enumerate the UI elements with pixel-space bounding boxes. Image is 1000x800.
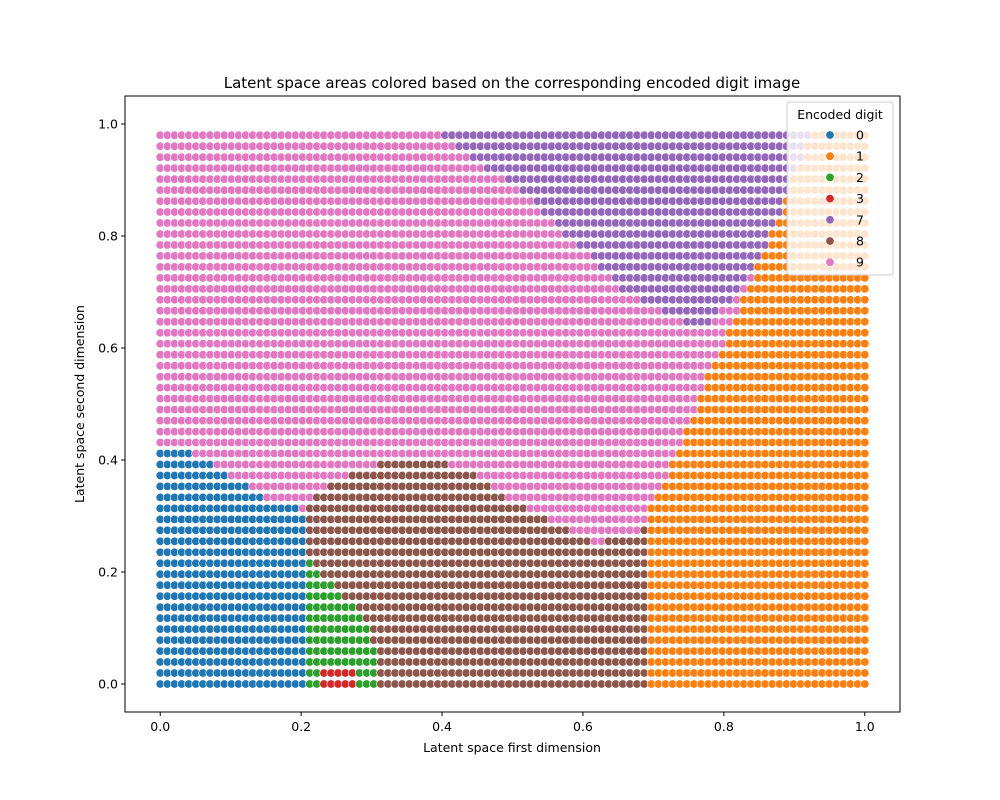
- scatter-point-1: [860, 679, 870, 689]
- scatter-point-1: [860, 470, 870, 480]
- scatter-point-1: [860, 448, 870, 458]
- scatter-point-1: [860, 613, 870, 623]
- scatter-point-1: [860, 405, 870, 415]
- scatter-point-1: [860, 427, 870, 437]
- scatter-point-1: [860, 284, 870, 294]
- scatter-point-1: [860, 569, 870, 579]
- scatter-point-1: [860, 306, 870, 316]
- scatter-point-1: [860, 591, 870, 601]
- scatter-point-1: [860, 383, 870, 393]
- scatter-point-1: [860, 459, 870, 469]
- scatter-point-1: [860, 295, 870, 305]
- chart-title: Latent space areas colored based on the …: [224, 74, 800, 92]
- scatter-point-1: [860, 580, 870, 590]
- scatter-point-1: [860, 657, 870, 667]
- scatter-point-1: [860, 646, 870, 656]
- scatter-points: [155, 130, 870, 689]
- scatter-point-1: [860, 624, 870, 634]
- scatter-point-1: [860, 558, 870, 568]
- scatter-point-1: [860, 481, 870, 491]
- scatter-point-1: [860, 361, 870, 371]
- scatter-point-1: [860, 602, 870, 612]
- scatter-point-1: [860, 328, 870, 338]
- scatter-point-1: [860, 372, 870, 382]
- scatter-point-1: [860, 492, 870, 502]
- scatter-point-1: [860, 635, 870, 645]
- scatter-point-1: [860, 437, 870, 447]
- scatter-point-1: [860, 547, 870, 557]
- scatter-point-1: [860, 525, 870, 535]
- scatter-point-1: [860, 350, 870, 360]
- scatter-point-1: [860, 339, 870, 349]
- scatter-point-1: [860, 394, 870, 404]
- scatter-point-1: [860, 416, 870, 426]
- scatter-point-1: [860, 514, 870, 524]
- scatter-point-1: [860, 668, 870, 678]
- scatter-point-1: [860, 536, 870, 546]
- scatter-point-1: [860, 317, 870, 327]
- scatter-point-1: [860, 503, 870, 513]
